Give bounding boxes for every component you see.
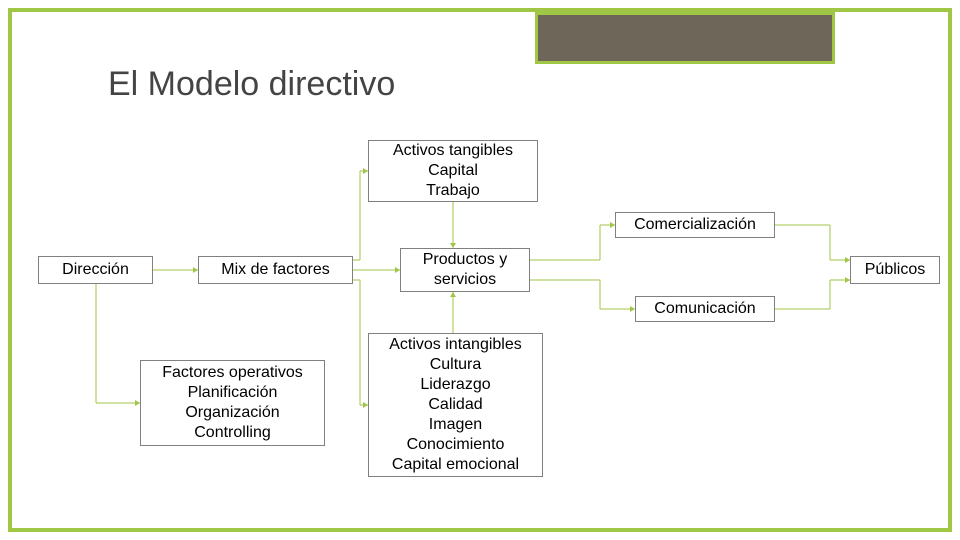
node-activos-tangibles: Activos tangibles Capital Trabajo: [368, 140, 538, 202]
node-comunicacion: Comunicación: [635, 296, 775, 322]
node-label: Dirección: [62, 260, 129, 280]
node-label: Mix de factores: [221, 260, 329, 280]
slide-title: El Modelo directivo: [108, 65, 395, 104]
node-productos-y-servicios: Productos y servicios: [400, 248, 530, 292]
node-factores-operativos: Factores operativos Planificación Organi…: [140, 360, 325, 446]
node-comercializacion: Comercialización: [615, 212, 775, 238]
node-publicos: Públicos: [850, 256, 940, 284]
node-label: Públicos: [865, 260, 925, 280]
node-label: Comercialización: [634, 215, 756, 235]
node-label: Activos tangibles Capital Trabajo: [393, 141, 513, 201]
slide-canvas: El Modelo directivo Dirección Mix de fac…: [0, 0, 960, 540]
node-label: Activos intangibles Cultura Liderazgo Ca…: [389, 335, 522, 475]
node-label: Productos y servicios: [423, 250, 507, 290]
node-label: Factores operativos Planificación Organi…: [162, 363, 303, 443]
node-activos-intangibles: Activos intangibles Cultura Liderazgo Ca…: [368, 333, 543, 477]
node-mix-de-factores: Mix de factores: [198, 256, 353, 284]
node-direccion: Dirección: [38, 256, 153, 284]
title-tab-decoration: [535, 12, 835, 64]
node-label: Comunicación: [654, 299, 755, 319]
